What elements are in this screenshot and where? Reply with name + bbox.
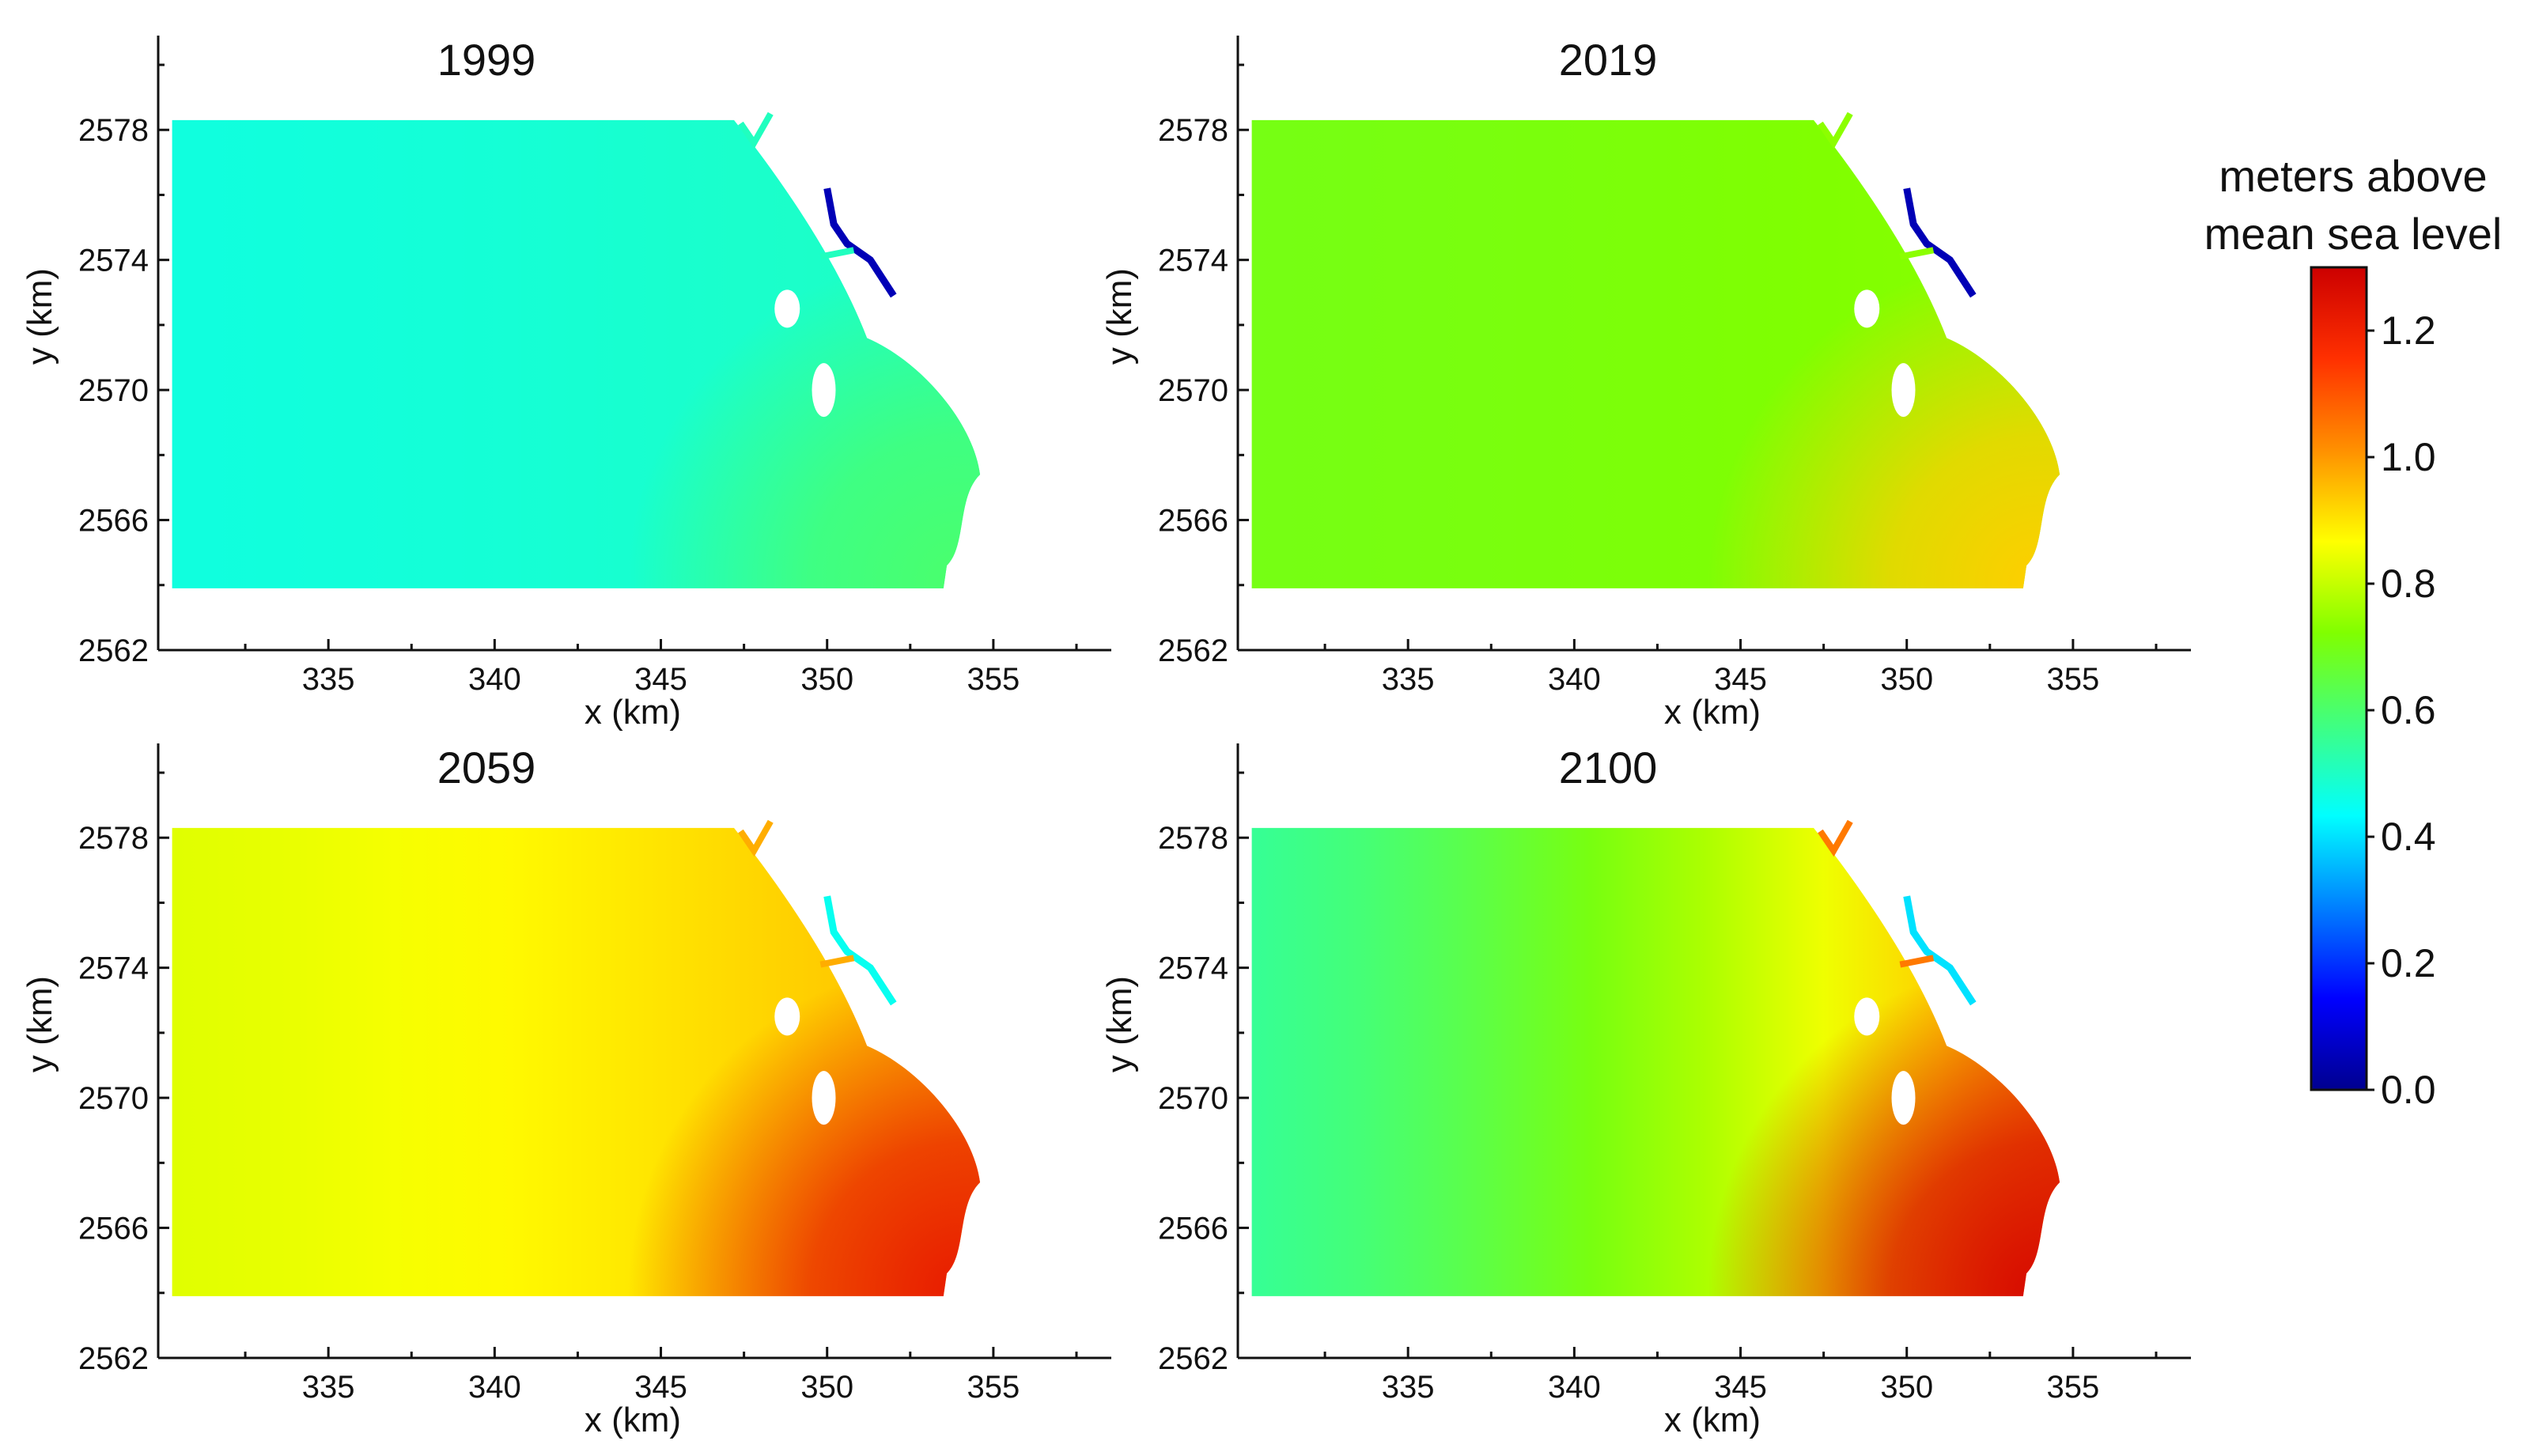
y-axis-label: y (km) xyxy=(21,976,59,1072)
x-axis-label: x (km) xyxy=(585,693,681,732)
island xyxy=(812,1071,836,1125)
x-tick-label: 355 xyxy=(967,1370,1020,1405)
x-tick-label: 350 xyxy=(800,1370,853,1405)
map-panel-2019: 2019 335 340 345 350 355 2562 2566 2570 2574 2578… xyxy=(1100,35,2191,732)
y-tick-label: 2570 xyxy=(1158,373,1228,408)
y-tick-label: 2570 xyxy=(78,1081,149,1116)
y-tick-label: 2566 xyxy=(1158,1212,1228,1246)
water-level-east-gradient xyxy=(1242,65,2173,650)
y-tick-label: 2578 xyxy=(1158,113,1228,148)
river-channel xyxy=(1900,250,1933,256)
y-tick-label: 2566 xyxy=(78,1212,149,1246)
colorbar-tick-label: 0.0 xyxy=(2381,1068,2436,1112)
y-tick-label: 2570 xyxy=(78,373,149,408)
x-tick-label: 340 xyxy=(1548,1370,1601,1405)
water-level-east-gradient xyxy=(162,65,1093,650)
panel-title: 2059 xyxy=(437,743,536,792)
island xyxy=(1854,997,1879,1035)
island xyxy=(1892,363,1916,417)
colorbar-title-line2: mean sea level xyxy=(2204,209,2503,259)
map-panel-2059: 2059 335 340 345 350 355 2562 2566 2570 2574 2578… xyxy=(21,743,1111,1439)
y-tick-label: 2566 xyxy=(78,504,149,539)
y-tick-label: 2574 xyxy=(1158,244,1228,278)
x-tick-label: 335 xyxy=(1382,662,1435,697)
map-panel-1999: 1999 335 340 345 350 355 2562 2566 2570 2574 2578… xyxy=(21,35,1111,732)
colorbar-tick-label: 1.0 xyxy=(2381,435,2436,479)
water-level-east-gradient xyxy=(1242,773,2173,1358)
y-tick-label: 2562 xyxy=(78,1341,149,1376)
y-axis-label: y (km) xyxy=(1100,976,1139,1072)
island xyxy=(774,997,800,1035)
colorbar-title-line1: meters above xyxy=(2219,151,2487,201)
map-panel-2100: 2100 335 340 345 350 355 2562 2566 2570 2574 2578… xyxy=(1100,743,2191,1439)
island xyxy=(1892,1071,1916,1125)
y-tick-label: 2578 xyxy=(78,113,149,148)
colorbar-tick-label: 0.4 xyxy=(2381,815,2436,859)
x-tick-label: 340 xyxy=(468,1370,521,1405)
y-tick-label: 2562 xyxy=(1158,1341,1228,1376)
island xyxy=(812,363,836,417)
sea-level-figure: 1999 335 340 345 350 355 2562 2566 2570 2574 2578… xyxy=(0,0,2535,1456)
colorbar-tick-label: 1.2 xyxy=(2381,308,2436,353)
colorbar-gradient xyxy=(2311,267,2367,1090)
colorbar-tick-label: 0.2 xyxy=(2381,941,2436,985)
x-tick-label: 345 xyxy=(1714,662,1767,697)
x-axis-label: x (km) xyxy=(1664,1401,1761,1439)
x-tick-label: 350 xyxy=(1880,662,1933,697)
river-channel xyxy=(820,958,853,964)
colorbar: meters above mean sea level 1.2 1.0 0.8 0.6… xyxy=(2204,151,2503,1112)
y-tick-label: 2574 xyxy=(78,951,149,986)
y-tick-label: 2578 xyxy=(1158,821,1228,856)
x-tick-label: 340 xyxy=(1548,662,1601,697)
panel-title: 2100 xyxy=(1559,743,1658,792)
x-tick-label: 335 xyxy=(1382,1370,1435,1405)
y-tick-label: 2562 xyxy=(78,633,149,668)
panel-title: 2019 xyxy=(1559,35,1658,85)
x-tick-label: 345 xyxy=(634,1370,687,1405)
island xyxy=(774,289,800,327)
colorbar-tick-label: 0.8 xyxy=(2381,562,2436,606)
y-axis-label: y (km) xyxy=(1100,268,1139,365)
x-tick-label: 335 xyxy=(302,1370,355,1405)
x-tick-label: 355 xyxy=(967,662,1020,697)
x-tick-label: 350 xyxy=(800,662,853,697)
river-channel xyxy=(820,250,853,256)
y-tick-label: 2574 xyxy=(1158,951,1228,986)
y-tick-label: 2562 xyxy=(1158,633,1228,668)
x-axis-label: x (km) xyxy=(585,1401,681,1439)
x-tick-label: 355 xyxy=(2047,662,2100,697)
y-tick-label: 2574 xyxy=(78,244,149,278)
colorbar-tick-label: 0.6 xyxy=(2381,688,2436,732)
x-tick-label: 335 xyxy=(302,662,355,697)
x-tick-label: 350 xyxy=(1880,1370,1933,1405)
x-tick-label: 345 xyxy=(1714,1370,1767,1405)
water-level-east-gradient xyxy=(162,773,1093,1358)
x-tick-label: 355 xyxy=(2047,1370,2100,1405)
island xyxy=(1854,289,1879,327)
y-tick-label: 2570 xyxy=(1158,1081,1228,1116)
x-tick-label: 345 xyxy=(634,662,687,697)
y-tick-label: 2566 xyxy=(1158,504,1228,539)
panel-title: 1999 xyxy=(437,35,536,85)
y-tick-label: 2578 xyxy=(78,821,149,856)
river-channel xyxy=(1900,958,1933,964)
x-tick-label: 340 xyxy=(468,662,521,697)
x-axis-label: x (km) xyxy=(1664,693,1761,732)
y-axis-label: y (km) xyxy=(21,268,59,365)
